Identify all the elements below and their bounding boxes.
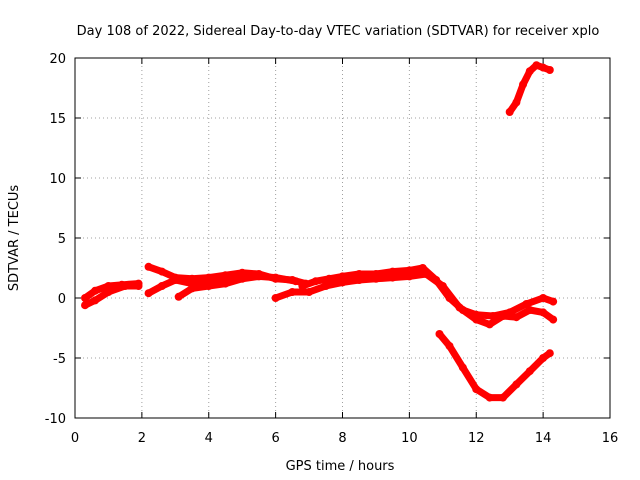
x-tick-label: 2 bbox=[138, 431, 146, 446]
data-point bbox=[238, 274, 247, 283]
x-tick-label: 10 bbox=[401, 431, 418, 446]
data-series bbox=[81, 61, 558, 402]
data-point bbox=[388, 273, 397, 282]
data-point bbox=[288, 288, 297, 296]
data-point bbox=[485, 393, 494, 402]
data-point bbox=[81, 301, 90, 310]
data-point bbox=[505, 108, 514, 116]
data-point bbox=[445, 342, 454, 350]
data-point bbox=[512, 313, 521, 322]
series-track-e bbox=[174, 272, 300, 301]
data-point bbox=[291, 277, 300, 286]
data-point bbox=[472, 385, 481, 394]
data-point bbox=[311, 277, 320, 286]
data-point bbox=[512, 380, 521, 389]
data-point bbox=[188, 284, 197, 293]
data-point bbox=[525, 367, 534, 376]
data-point bbox=[532, 61, 541, 70]
series-track-i bbox=[505, 61, 554, 116]
x-tick-label: 16 bbox=[602, 431, 619, 446]
data-point bbox=[472, 310, 481, 319]
y-tick-label: 10 bbox=[49, 172, 66, 187]
data-point bbox=[388, 267, 397, 276]
x-axis-label: GPS time / hours bbox=[286, 459, 395, 474]
data-point bbox=[458, 363, 467, 372]
data-point bbox=[144, 289, 153, 298]
data-point bbox=[435, 330, 444, 338]
data-point bbox=[549, 297, 558, 306]
series-track-b bbox=[81, 282, 143, 310]
data-point bbox=[157, 267, 166, 276]
y-tick-label: -5 bbox=[53, 352, 66, 367]
data-point bbox=[305, 288, 314, 296]
data-point bbox=[549, 315, 558, 324]
y-tick-label: 20 bbox=[49, 52, 66, 67]
data-point bbox=[371, 270, 380, 278]
data-point bbox=[91, 296, 100, 305]
data-point bbox=[519, 80, 528, 89]
y-tick-label: 15 bbox=[49, 112, 66, 127]
data-point bbox=[539, 354, 548, 362]
series-track-g bbox=[298, 264, 558, 320]
data-point bbox=[499, 393, 507, 402]
x-tick-label: 12 bbox=[468, 431, 485, 446]
grid-lines bbox=[75, 58, 610, 418]
data-point bbox=[221, 279, 230, 288]
data-point bbox=[539, 308, 548, 317]
data-point bbox=[157, 282, 166, 290]
data-point bbox=[432, 276, 441, 284]
data-point bbox=[522, 300, 531, 308]
data-point bbox=[104, 288, 113, 296]
y-axis-label: SDTVAR / TECUs bbox=[7, 185, 22, 292]
data-point bbox=[81, 294, 90, 302]
axis-ticks: 0 2 4 6 8 10 12 14 16 -10 -5 0 5 10 15 20 bbox=[45, 52, 619, 446]
x-tick-label: 8 bbox=[338, 431, 346, 446]
chart-title: Day 108 of 2022, Sidereal Day-to-day VTE… bbox=[77, 24, 600, 39]
data-point bbox=[488, 312, 497, 320]
data-point bbox=[91, 286, 100, 295]
data-point bbox=[121, 282, 130, 290]
data-point bbox=[458, 306, 467, 314]
data-point bbox=[204, 282, 213, 290]
data-point bbox=[144, 262, 153, 271]
data-point bbox=[545, 66, 554, 74]
data-point bbox=[171, 276, 180, 284]
data-point bbox=[485, 320, 494, 329]
data-point bbox=[271, 294, 280, 302]
data-point bbox=[338, 272, 347, 281]
data-point bbox=[525, 306, 534, 314]
data-point bbox=[355, 276, 364, 284]
data-point bbox=[525, 67, 534, 76]
x-tick-label: 14 bbox=[535, 431, 552, 446]
data-point bbox=[418, 264, 427, 272]
y-tick-label: -10 bbox=[45, 412, 66, 427]
y-tick-label: 5 bbox=[58, 232, 66, 247]
data-point bbox=[338, 278, 347, 287]
x-tick-label: 6 bbox=[271, 431, 279, 446]
series-track-h bbox=[435, 330, 554, 402]
data-point bbox=[174, 292, 183, 301]
data-point bbox=[512, 98, 521, 107]
data-point bbox=[325, 274, 334, 283]
data-point bbox=[134, 282, 143, 290]
data-point bbox=[254, 272, 263, 281]
data-point bbox=[321, 282, 330, 290]
data-point bbox=[298, 282, 307, 290]
data-point bbox=[405, 266, 414, 275]
x-tick-label: 0 bbox=[71, 431, 79, 446]
data-point bbox=[355, 270, 364, 278]
series-track-band bbox=[436, 330, 554, 402]
data-point bbox=[405, 272, 414, 281]
data-point bbox=[445, 294, 454, 302]
data-point bbox=[539, 294, 548, 302]
data-point bbox=[545, 349, 554, 358]
data-point bbox=[539, 63, 548, 72]
x-tick-label: 4 bbox=[205, 431, 213, 446]
y-tick-label: 0 bbox=[58, 292, 66, 307]
data-point bbox=[505, 308, 514, 317]
data-point bbox=[271, 273, 280, 282]
